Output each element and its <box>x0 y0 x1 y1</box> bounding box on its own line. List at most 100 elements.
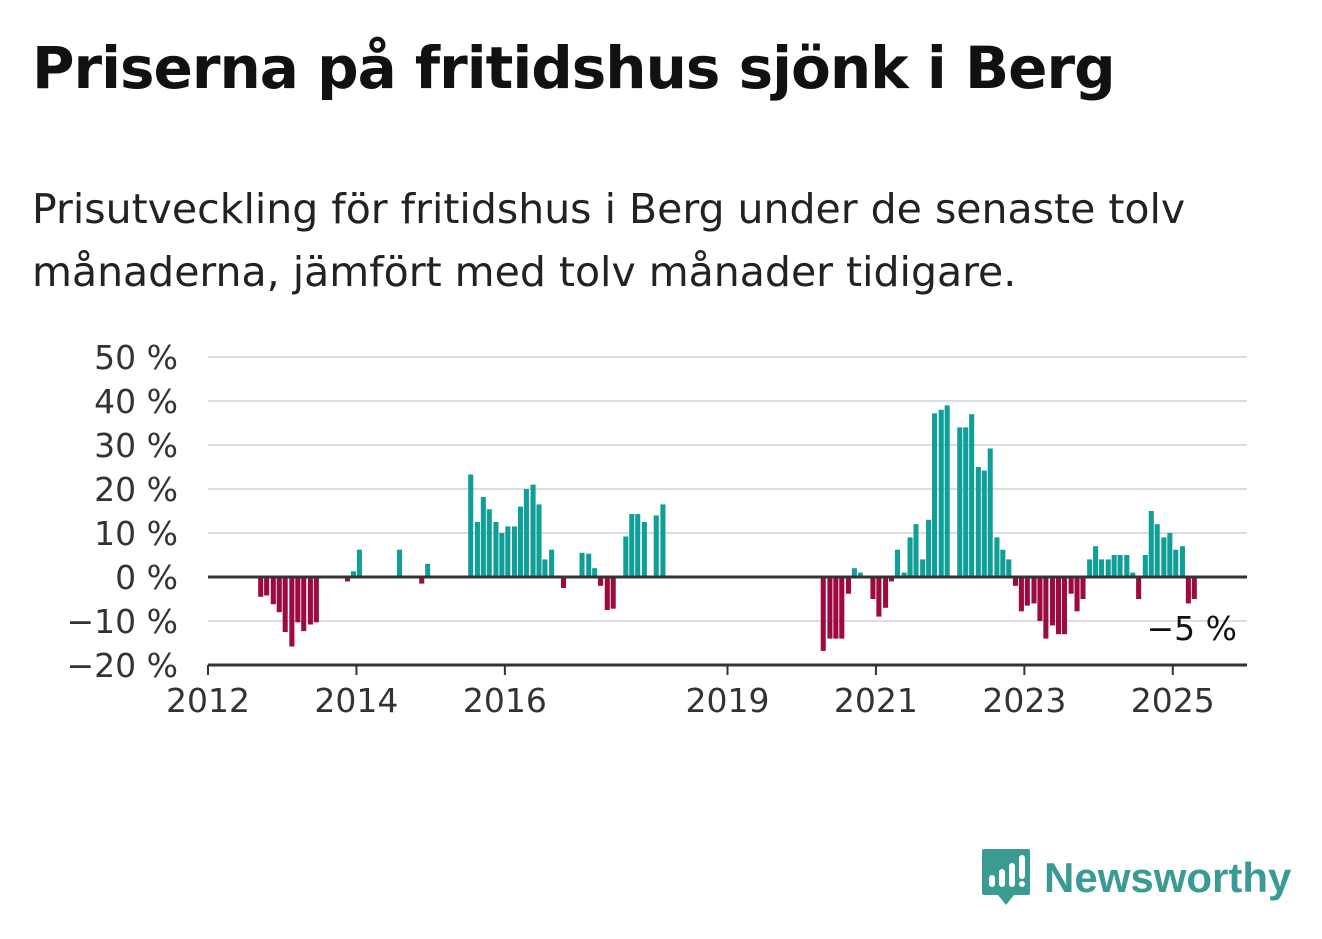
chart-subtitle: Prisutveckling för fritidshus i Berg und… <box>32 185 1186 296</box>
x-tick-label: 2014 <box>314 681 398 720</box>
bar <box>901 572 907 577</box>
bar <box>1191 577 1197 599</box>
bar <box>820 577 826 651</box>
bar <box>307 577 313 625</box>
x-tick-label: 2019 <box>686 681 770 720</box>
bar-chart: 50 %40 %30 %20 %10 %0 %−10 %−20 % 2012 20… <box>67 338 1247 720</box>
bar <box>604 577 610 610</box>
bar <box>870 577 876 599</box>
x-tick-label: 2012 <box>166 681 250 720</box>
bar <box>1037 577 1043 621</box>
y-tick-label: −20 % <box>67 646 179 685</box>
chart-title: Priserna på fritidshus sjönk i Berg <box>32 34 1116 102</box>
bar <box>1173 549 1179 577</box>
bar <box>1099 559 1105 577</box>
bar <box>419 577 425 584</box>
bar <box>493 522 499 577</box>
bar <box>356 549 362 577</box>
bar <box>1043 577 1049 639</box>
bar <box>1167 533 1173 577</box>
bar <box>474 522 480 577</box>
bar <box>1080 577 1086 599</box>
bar <box>635 514 641 577</box>
bar <box>975 467 981 577</box>
y-tick-label: 50 % <box>94 338 178 377</box>
bar <box>350 571 356 577</box>
bar <box>957 427 963 577</box>
bar <box>1031 577 1037 604</box>
bar <box>396 549 403 577</box>
bar <box>289 577 295 647</box>
y-axis-ticks: 50 % 40 % 30 % 20 % 10 % 0 % −10 % −20 % <box>67 338 179 685</box>
bar <box>499 533 505 577</box>
bars <box>258 405 1197 651</box>
bar <box>270 577 276 605</box>
bar <box>1074 577 1080 612</box>
bar <box>629 514 635 577</box>
bar <box>981 470 987 577</box>
bar <box>851 568 857 577</box>
bar <box>486 509 492 577</box>
bar <box>1130 572 1136 577</box>
x-axis-ticks: 2012 2014 2016 2019 2021 2023 2025 <box>166 665 1215 720</box>
bar <box>282 577 288 632</box>
bar <box>295 577 301 623</box>
bar <box>913 524 919 577</box>
bar <box>480 496 486 577</box>
bar <box>258 577 264 597</box>
bar <box>1148 511 1154 577</box>
bar <box>623 536 629 577</box>
bar <box>1161 537 1167 577</box>
bar <box>579 552 585 577</box>
bar <box>944 405 950 577</box>
bar <box>1117 555 1123 577</box>
bar <box>505 526 511 577</box>
y-tick-label: 10 % <box>94 514 178 553</box>
bar <box>530 484 536 577</box>
bar <box>276 577 282 613</box>
bar <box>876 577 882 617</box>
bar <box>938 409 944 577</box>
bar <box>425 563 431 577</box>
bar <box>888 577 895 582</box>
newsworthy-logo-icon <box>982 849 1030 905</box>
bar <box>586 553 592 577</box>
bar <box>641 522 647 577</box>
y-tick-label: −10 % <box>67 602 179 641</box>
bar <box>920 559 926 577</box>
bar <box>511 526 518 577</box>
bar <box>610 577 616 609</box>
last-value-label: −5 % <box>1147 609 1238 648</box>
newsworthy-brand[interactable]: Newsworthy <box>980 846 1291 910</box>
bar <box>1006 559 1012 577</box>
bar <box>987 448 993 577</box>
bar <box>592 568 598 577</box>
bar <box>827 577 833 639</box>
bar <box>1087 559 1093 577</box>
bar <box>1068 577 1074 594</box>
gridlines <box>208 356 1247 622</box>
y-tick-label: 40 % <box>94 382 178 421</box>
bar <box>344 577 351 582</box>
bar <box>1185 577 1191 604</box>
bar <box>1105 559 1111 577</box>
bar <box>536 504 542 577</box>
x-tick-label: 2025 <box>1131 681 1215 720</box>
bar <box>598 577 604 586</box>
bar <box>560 577 567 588</box>
y-tick-label: 30 % <box>94 426 178 465</box>
x-tick-label: 2021 <box>834 681 918 720</box>
bar <box>468 474 474 577</box>
bar <box>653 515 659 577</box>
bar <box>1050 577 1056 626</box>
bar <box>660 504 666 577</box>
bar <box>542 559 548 577</box>
bar <box>926 519 932 577</box>
bar <box>1142 555 1148 577</box>
bar <box>1136 577 1142 599</box>
bar <box>313 577 319 623</box>
bar <box>1024 577 1030 606</box>
bar <box>894 549 900 577</box>
bar <box>994 537 1000 577</box>
bar <box>833 577 839 639</box>
